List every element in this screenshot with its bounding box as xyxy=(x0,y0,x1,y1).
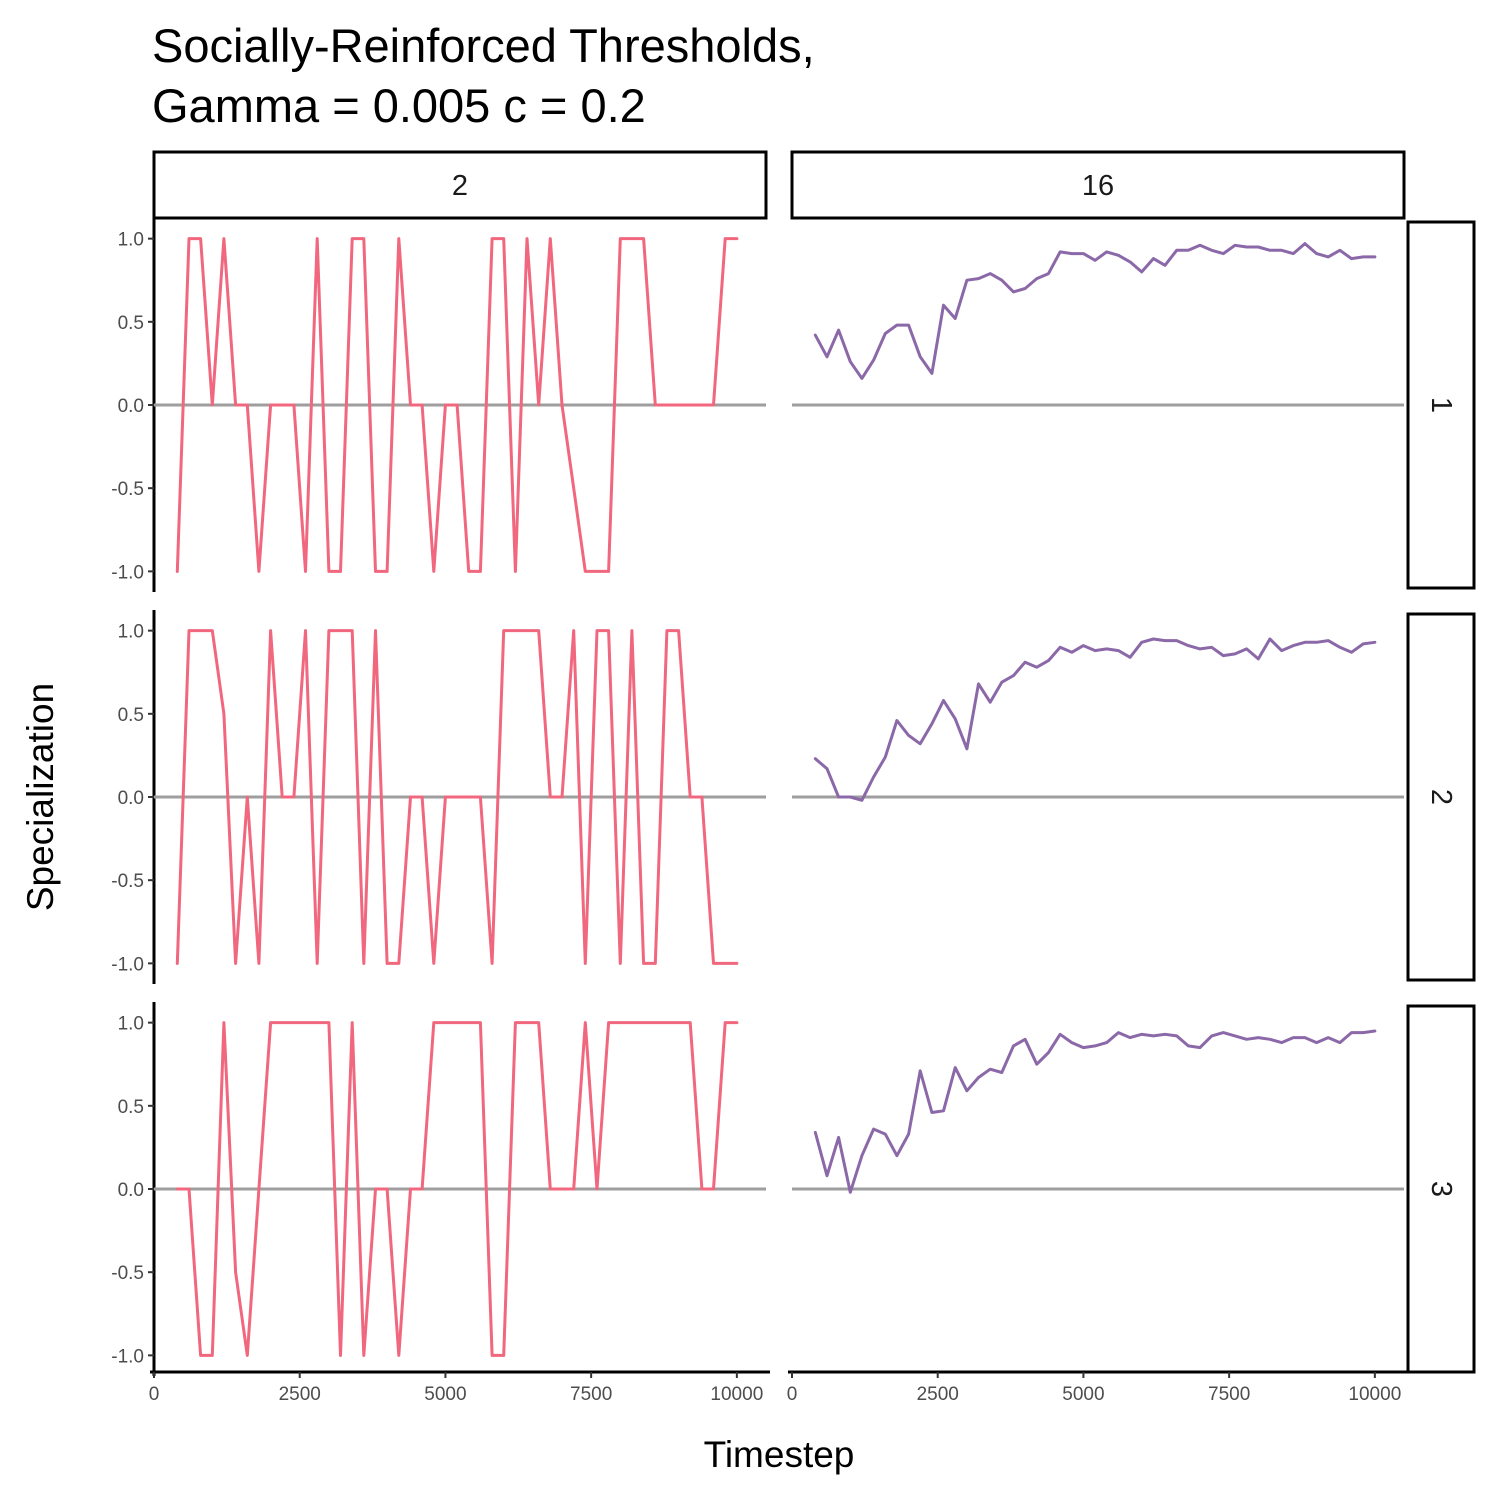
y-tick-label: -0.5 xyxy=(111,479,144,500)
x-axis-col-16: 0 2500 5000 7500 10000 xyxy=(787,1370,1408,1405)
y-axis-row-1: -1.0 -0.5 0.0 0.5 1.0 xyxy=(111,218,156,592)
y-axis-title: Specialization xyxy=(20,683,61,911)
series-line-row-1-col-2 xyxy=(175,237,739,573)
panel-row-3-col-2 xyxy=(154,1021,766,1357)
y-tick-label: 0.5 xyxy=(118,705,144,726)
y-axis-row-3: -1.0 -0.5 0.0 0.5 1.0 xyxy=(111,1002,156,1376)
panel-row-2-col-16 xyxy=(792,637,1404,802)
chart-title-line-1: Socially-Reinforced Thresholds, xyxy=(152,19,815,72)
panel-row-3-col-16 xyxy=(792,1029,1404,1194)
x-axis-col-2: 0 2500 5000 7500 10000 xyxy=(149,1370,770,1405)
x-tick-label: 0 xyxy=(149,1384,160,1405)
series-line-row-3-col-2 xyxy=(175,1021,739,1357)
row-strip-1 xyxy=(1406,220,1476,590)
column-strip-label: 16 xyxy=(1082,170,1114,202)
panel-row-1-col-16 xyxy=(792,242,1404,407)
x-tick-label: 0 xyxy=(787,1384,798,1405)
x-tick-label: 10000 xyxy=(710,1384,763,1405)
series-line-row-2-col-2 xyxy=(175,629,739,965)
chart-title-line-2: Gamma = 0.005 c = 0.2 xyxy=(152,79,646,132)
y-tick-label: 1.0 xyxy=(118,622,144,643)
row-strip-2 xyxy=(1406,612,1476,982)
y-tick-label: 0.0 xyxy=(118,788,144,809)
row-strip-label: 2 xyxy=(1425,789,1457,805)
x-tick-label: 7500 xyxy=(1208,1384,1250,1405)
y-tick-label: -1.0 xyxy=(111,954,144,975)
row-strip-3 xyxy=(1406,1004,1476,1374)
y-tick-label: 0.0 xyxy=(118,1180,144,1201)
column-strip-label: 2 xyxy=(452,170,468,202)
series-line-row-2-col-16 xyxy=(813,637,1377,802)
row-strip-label: 1 xyxy=(1425,397,1457,413)
y-tick-label: -0.5 xyxy=(111,1263,144,1284)
panel-row-1-col-2 xyxy=(154,237,766,573)
y-axis-row-2: -1.0 -0.5 0.0 0.5 1.0 xyxy=(111,610,156,984)
y-tick-label: -1.0 xyxy=(111,562,144,583)
x-tick-label: 2500 xyxy=(917,1384,959,1405)
facet-grid: 2 16 1 2 3 -1.0 -0.5 0.0 0.5 1.0 -1.0 -0.5 0.0 0.5 1.0… xyxy=(111,150,1476,1405)
x-tick-label: 5000 xyxy=(1062,1384,1104,1405)
y-tick-label: 1.0 xyxy=(118,1014,144,1035)
column-strip-2 xyxy=(152,150,768,220)
series-line-row-3-col-16 xyxy=(813,1029,1377,1194)
row-strip-label: 3 xyxy=(1425,1181,1457,1197)
x-axis-title: Timestep xyxy=(704,1434,855,1475)
y-tick-label: 1.0 xyxy=(118,230,144,251)
y-tick-label: -0.5 xyxy=(111,871,144,892)
y-tick-label: 0.5 xyxy=(118,1097,144,1118)
x-tick-label: 2500 xyxy=(279,1384,321,1405)
column-strip-16 xyxy=(790,150,1406,220)
x-tick-label: 10000 xyxy=(1348,1384,1401,1405)
panel-row-2-col-2 xyxy=(154,629,766,965)
y-tick-label: 0.5 xyxy=(118,313,144,334)
x-tick-label: 7500 xyxy=(570,1384,612,1405)
y-tick-label: 0.0 xyxy=(118,396,144,417)
y-tick-label: -1.0 xyxy=(111,1346,144,1367)
x-tick-label: 5000 xyxy=(424,1384,466,1405)
series-line-row-1-col-16 xyxy=(813,242,1377,380)
